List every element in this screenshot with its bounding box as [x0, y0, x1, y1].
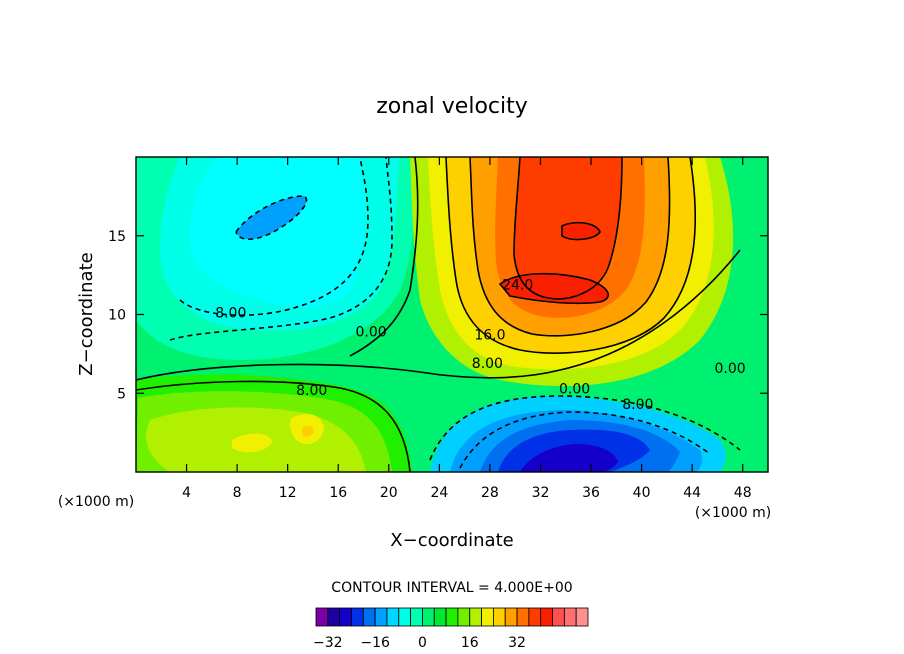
- colorbar-swatch: [481, 607, 494, 627]
- contour-line: [179, 157, 369, 316]
- colorbar-swatch: [422, 607, 435, 627]
- colorbar-tick-label: 16: [461, 635, 479, 651]
- contour-fill-region: [500, 273, 609, 304]
- colorbar-swatch: [469, 607, 482, 627]
- x-tick-label: 20: [380, 485, 398, 501]
- plot-area: [136, 157, 768, 472]
- colorbar-swatch: [433, 607, 447, 627]
- y-axis-unit: (×1000 m): [58, 494, 134, 510]
- colorbar-swatch: [327, 607, 341, 627]
- contour-fill-region: [562, 222, 600, 240]
- x-tick-label: 32: [532, 485, 550, 501]
- x-tick-label: 8: [233, 485, 242, 501]
- colorbar-swatch: [374, 607, 388, 627]
- x-tick-label: 44: [683, 485, 701, 501]
- contour-label: 8.00: [622, 397, 653, 413]
- chart-title: zonal velocity: [376, 94, 528, 119]
- contour-fill-region: [302, 425, 314, 437]
- colorbar-swatch: [315, 607, 329, 627]
- colorbar-swatch: [386, 607, 400, 627]
- contour-label: 8.00: [472, 356, 503, 372]
- colorbar-swatch: [410, 607, 423, 627]
- contour-line: [136, 249, 741, 381]
- colorbar-swatch: [563, 607, 577, 627]
- contour-line: [459, 411, 711, 469]
- contour-line: [561, 221, 601, 241]
- contour-interval-text: CONTOUR INTERVAL = 4.000E+00: [331, 580, 572, 596]
- contour-line: [498, 272, 610, 305]
- colorbar-swatch: [351, 607, 364, 627]
- contour-label: 8.00: [215, 306, 246, 322]
- x-axis-label: X−coordinate: [390, 530, 513, 551]
- colorbar-tick-label: −32: [313, 635, 343, 651]
- contour-line: [169, 157, 393, 341]
- contour-line: [513, 157, 623, 300]
- colorbar-swatch: [339, 607, 352, 627]
- y-tick-label: 5: [117, 386, 126, 402]
- colorbar-swatch: [540, 607, 553, 627]
- colorbar-swatch: [457, 607, 471, 627]
- colorbar-tick-label: −16: [360, 635, 390, 651]
- x-tick-label: 12: [279, 485, 297, 501]
- colorbar-swatch: [362, 607, 376, 627]
- contour-line: [349, 157, 419, 357]
- contour-line: [136, 380, 411, 472]
- x-axis-unit: (×1000 m): [695, 505, 771, 521]
- colorbar: −32 −16 0 16 32: [313, 607, 589, 651]
- colorbar-tick-label: 0: [418, 635, 427, 651]
- contour-line: [469, 157, 671, 337]
- colorbar-swatch: [445, 607, 459, 627]
- contour-line: [445, 157, 697, 354]
- contour-label: 24.0: [502, 277, 533, 293]
- contour-fill-region: [232, 433, 272, 453]
- contour-label: 0.00: [356, 325, 387, 341]
- colorbar-swatch: [504, 607, 518, 627]
- contour-label: 0.00: [559, 381, 590, 397]
- x-tick-label: 40: [633, 485, 651, 501]
- x-tick-label: 24: [430, 485, 448, 501]
- y-axis-label: Z−coordinate: [76, 252, 97, 375]
- colorbar-swatch: [492, 607, 506, 627]
- contour-fill-region: [236, 196, 307, 240]
- y-tick-label: 10: [108, 308, 126, 324]
- colorbar-swatch: [398, 607, 412, 627]
- contour-fill-region: [520, 444, 618, 472]
- x-tick-label: 16: [329, 485, 347, 501]
- contour-line: [429, 395, 741, 461]
- contour-label: 8.00: [296, 383, 327, 399]
- colorbar-tick-label: 32: [508, 635, 526, 651]
- colorbar-swatch: [575, 607, 589, 627]
- contour-label: 16.0: [474, 328, 505, 344]
- colorbar-swatch: [552, 607, 565, 627]
- contour-label: 0.00: [714, 361, 745, 377]
- x-tick-label: 48: [734, 485, 752, 501]
- contour-fill-region: [189, 157, 365, 309]
- x-tick-label: 4: [182, 485, 191, 501]
- colorbar-swatch: [516, 607, 530, 627]
- y-tick-label: 15: [108, 229, 126, 245]
- x-tick-label: 28: [481, 485, 499, 501]
- x-tick-label: 36: [582, 485, 600, 501]
- colorbar-swatch: [528, 607, 542, 627]
